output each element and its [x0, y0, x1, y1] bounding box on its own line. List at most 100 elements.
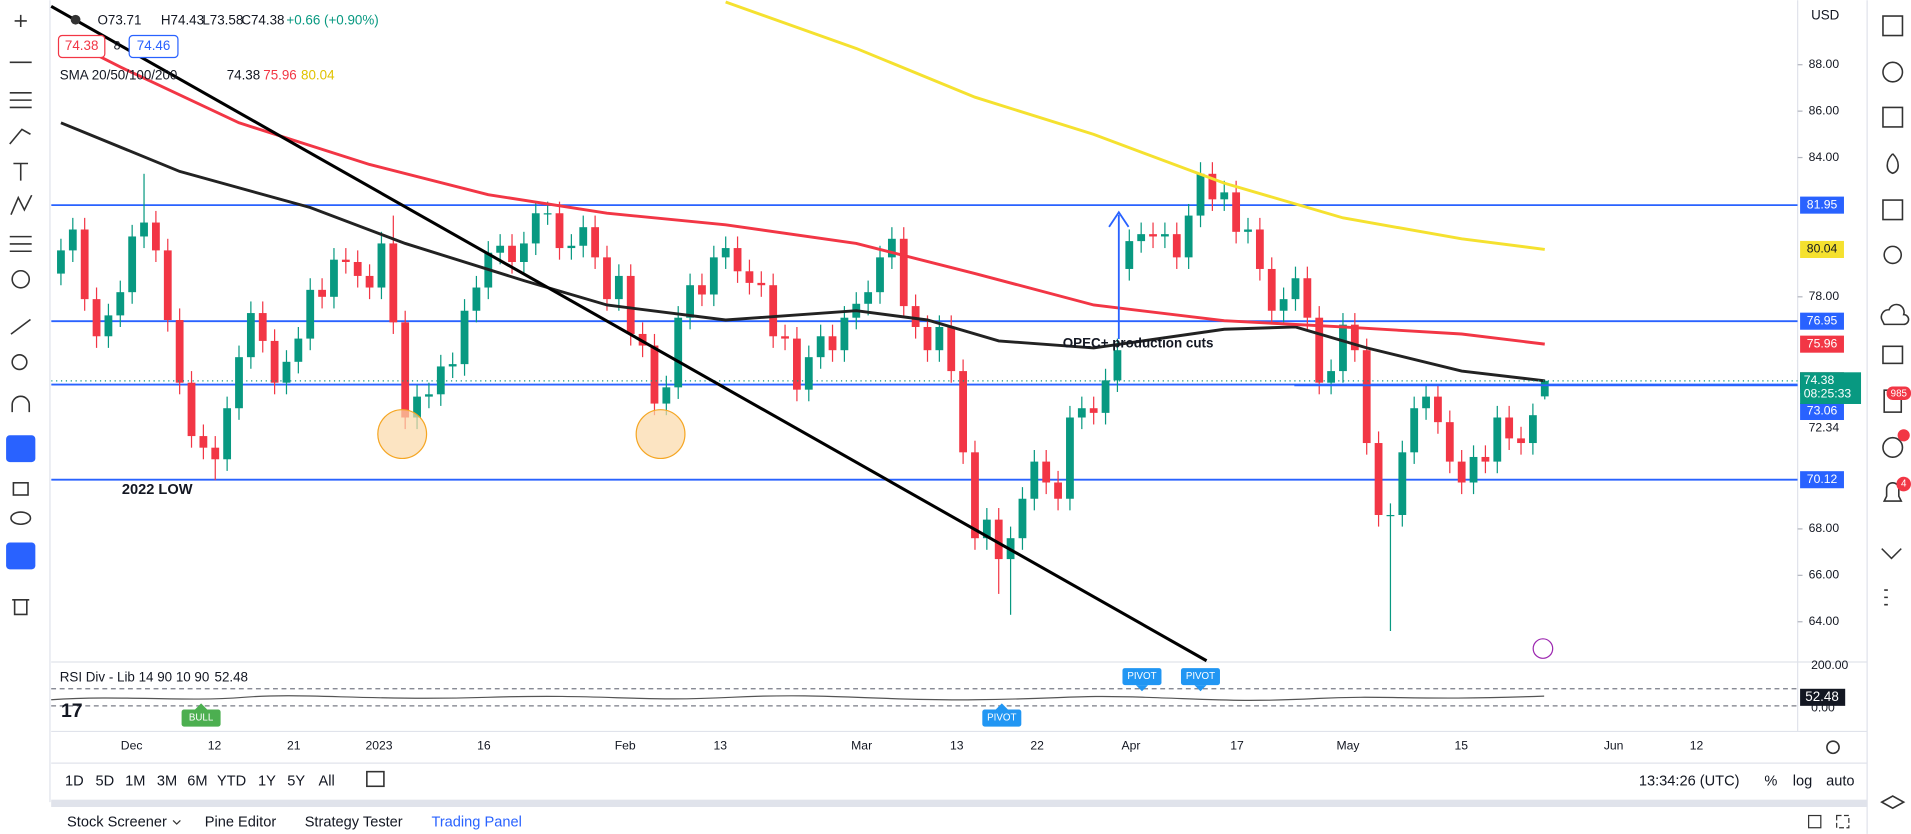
order-icon[interactable]	[1881, 548, 1902, 560]
lock-tool[interactable]	[12, 482, 29, 496]
crosshair-tool[interactable]	[14, 14, 27, 27]
draw-mode-tool[interactable]	[6, 435, 36, 463]
ma-badge	[1800, 240, 1844, 258]
delete-tool[interactable]	[12, 599, 30, 616]
maximize-icon[interactable]	[1808, 814, 1822, 829]
range-button[interactable]: 1M	[125, 773, 145, 789]
bid[interactable]: 74.38	[65, 38, 99, 53]
moving-average	[725, 0, 1545, 251]
range-button[interactable]: 1D	[65, 773, 84, 789]
hotlist-icon[interactable]	[1886, 153, 1899, 175]
candle-body	[543, 213, 552, 215]
signal-text: PIVOT	[1186, 671, 1215, 682]
magnet-tool[interactable]	[11, 395, 31, 413]
notifications-icon[interactable]	[1882, 482, 1903, 502]
candle-body	[1089, 408, 1098, 413]
chats-icon[interactable]	[1882, 345, 1904, 365]
candle-body	[840, 317, 849, 351]
scale-option[interactable]: auto	[1826, 773, 1854, 789]
candle-body	[1172, 234, 1181, 258]
visibility-tool[interactable]	[10, 511, 32, 526]
panel-tab[interactable]: Stock Screener	[67, 815, 167, 831]
candle-body	[1410, 408, 1419, 453]
ask-box[interactable]	[128, 34, 179, 59]
fib-tool[interactable]	[9, 92, 32, 109]
range-button[interactable]: YTD	[217, 773, 246, 789]
zoom-tool[interactable]	[11, 354, 28, 371]
alert-icon[interactable]	[1532, 638, 1554, 659]
range-button[interactable]: All	[319, 773, 335, 789]
watchlist-icon[interactable]	[1882, 15, 1904, 37]
range-button[interactable]: 5D	[95, 773, 114, 789]
calendar-icon[interactable]	[1882, 199, 1904, 221]
settings-icon[interactable]	[1826, 740, 1840, 755]
tab-chevron[interactable]	[172, 819, 181, 825]
alerts-icon[interactable]	[1882, 61, 1904, 83]
range-button[interactable]: 3M	[157, 773, 177, 789]
ideas-icon[interactable]	[1883, 245, 1903, 265]
price-tick-label: 64.00	[1809, 614, 1840, 628]
panel-tab[interactable]: Trading Panel	[431, 815, 521, 831]
level-badge	[1800, 471, 1844, 489]
signal-text: PIVOT	[1127, 671, 1156, 682]
last-price-badge	[1800, 372, 1862, 404]
scale-option[interactable]: %	[1764, 773, 1777, 789]
side-toolbar	[1880, 15, 1910, 810]
candle-body	[555, 213, 564, 249]
candle-body	[401, 322, 410, 418]
pattern-tool[interactable]	[10, 194, 33, 215]
date-range-icon[interactable]	[366, 770, 385, 788]
panel-tab[interactable]: Strategy Tester	[305, 815, 403, 831]
notification-count: 4	[1901, 479, 1907, 490]
ruler-tool[interactable]	[10, 318, 31, 335]
candle-body	[318, 289, 326, 297]
streams-icon[interactable]	[1880, 303, 1910, 326]
candle-body	[1386, 514, 1395, 517]
signal-pointer	[195, 703, 208, 710]
candle-body	[1505, 417, 1514, 439]
range-button[interactable]: 5Y	[287, 773, 305, 789]
text-tool[interactable]	[13, 162, 29, 181]
candle-body	[1184, 215, 1193, 258]
bid-box[interactable]	[57, 34, 106, 59]
countdown: 08:25:33	[1804, 386, 1852, 400]
ma-legend: 75.96	[263, 67, 297, 82]
candle-body	[745, 271, 754, 283]
candle-body	[246, 313, 255, 358]
data-window-icon[interactable]	[1882, 106, 1904, 128]
price-tick-label: 78.00	[1809, 289, 1840, 303]
candle-body	[579, 227, 588, 246]
fullscreen-icon[interactable]	[1836, 814, 1850, 829]
legend-close: C74.38	[241, 12, 284, 27]
candle-body	[1161, 234, 1169, 237]
level-badge	[1800, 312, 1844, 330]
ask[interactable]: 74.46	[137, 38, 171, 53]
currency[interactable]: USD	[1811, 8, 1840, 23]
candle-body	[330, 259, 338, 297]
brush-tool[interactable]	[9, 128, 31, 145]
range-button[interactable]: 6M	[187, 773, 207, 789]
candle-body	[1434, 396, 1442, 423]
candle-body	[793, 338, 801, 390]
candle-body	[460, 310, 469, 365]
candle-body	[567, 245, 576, 249]
forecast-tool[interactable]	[9, 235, 32, 253]
symbol-dot	[70, 14, 81, 25]
layers-icon[interactable]	[1880, 795, 1906, 810]
candle-body	[1445, 422, 1454, 462]
more-icon[interactable]	[1884, 589, 1888, 606]
panel-tab[interactable]: Pine Editor	[205, 815, 277, 831]
broadcast-icon[interactable]	[1882, 436, 1904, 459]
time-tick-label: Mar	[851, 738, 872, 752]
level-badge-text: 76.95	[1807, 313, 1838, 327]
sync-tool[interactable]	[6, 542, 36, 570]
rsi-badge-text: 52.48	[1805, 689, 1839, 704]
annotation: OPEC+ production cuts	[1063, 335, 1214, 350]
legend-high: H74.43	[161, 12, 204, 27]
candle-body	[1244, 229, 1252, 232]
candle-body	[982, 519, 991, 539]
scale-option[interactable]: log	[1793, 773, 1813, 789]
range-button[interactable]: 1Y	[258, 773, 276, 789]
emoji-tool[interactable]	[11, 269, 31, 289]
